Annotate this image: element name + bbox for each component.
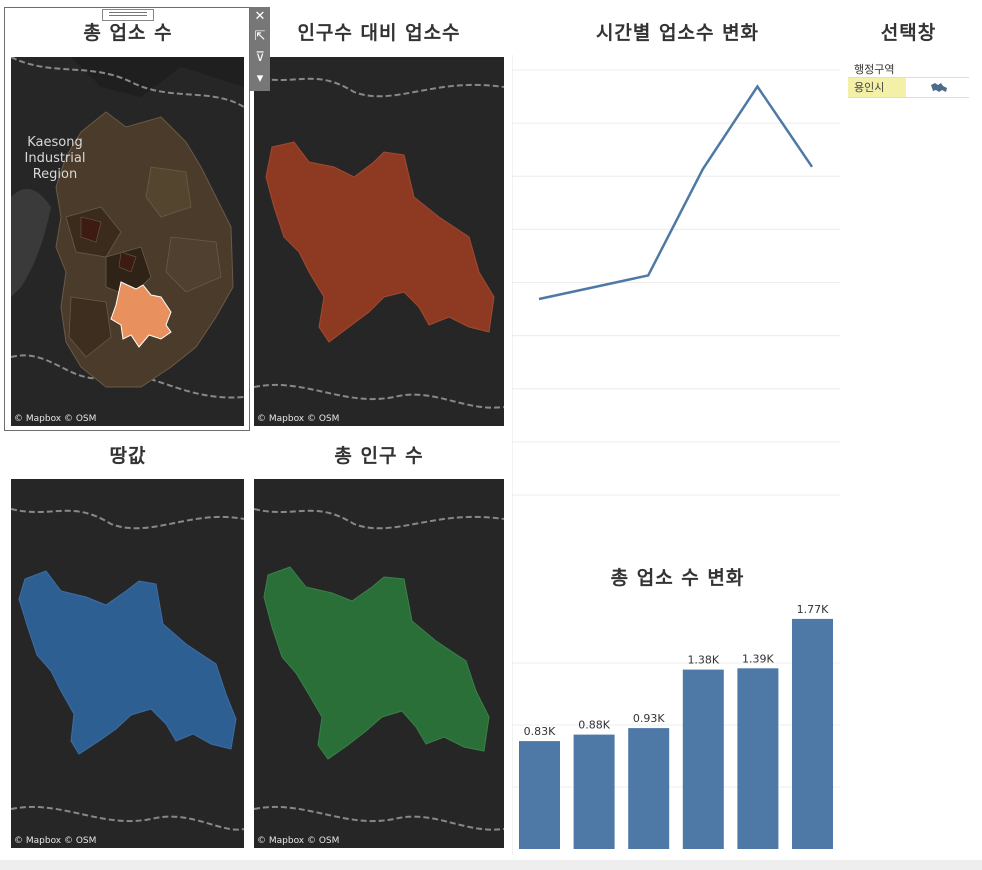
- map-attribution: © Mapbox © OSM: [14, 414, 97, 424]
- sheet-toolbar: ✕ ⇱ ⊽ ▾: [250, 7, 270, 91]
- divider: [512, 55, 513, 855]
- close-icon[interactable]: ✕: [254, 9, 266, 24]
- bar: [682, 669, 724, 849]
- map-attribution: © Mapbox © OSM: [257, 414, 340, 424]
- map-total-businesses-graphic: [11, 57, 244, 399]
- bar-chart[interactable]: 0.83K 0.88K 0.93K 1.38K 1.39K 1.77K: [512, 595, 842, 855]
- popout-icon[interactable]: ⇱: [254, 29, 266, 44]
- more-options-icon[interactable]: ▾: [256, 71, 264, 86]
- bar-data-label: 0.88K: [578, 719, 610, 732]
- map-attribution: © Mapbox © OSM: [14, 836, 97, 846]
- map-region-label: Kaesong Industrial Region: [24, 135, 86, 182]
- bar: [792, 618, 833, 849]
- series-line: [538, 84, 814, 301]
- legend-item[interactable]: 용인시: [848, 77, 969, 98]
- drag-handle[interactable]: [102, 9, 154, 21]
- map-land-price[interactable]: © Mapbox © OSM: [11, 479, 244, 848]
- map-per-capita-graphic: [254, 76, 504, 409]
- bar-data-label: 1.39K: [742, 652, 774, 665]
- map-total-businesses[interactable]: Kaesong Industrial Region © Mapbox © OSM: [11, 57, 244, 426]
- title-per-capita: 인구수 대비 업소수: [297, 22, 461, 44]
- filter-icon[interactable]: ⊽: [255, 50, 265, 65]
- map-attribution: © Mapbox © OSM: [257, 836, 340, 846]
- legend-header: 행정구역: [854, 63, 895, 76]
- bar-data-label: 1.77K: [797, 603, 829, 616]
- bar: [737, 668, 779, 849]
- legend-item-label: 용인시: [848, 78, 906, 97]
- map-land-price-graphic: [11, 508, 244, 831]
- bar-data-label: 1.38K: [687, 654, 719, 667]
- region-shape-icon: [931, 83, 947, 92]
- map-per-capita[interactable]: © Mapbox © OSM: [254, 57, 504, 426]
- status-bar: [0, 860, 982, 870]
- bar-data-label: 0.93K: [633, 712, 665, 725]
- bar-data-label: 0.83K: [524, 725, 556, 738]
- title-land-price: 땅값: [109, 445, 147, 467]
- bar: [628, 728, 670, 849]
- title-selector: 선택창: [880, 22, 937, 44]
- bar: [573, 734, 615, 849]
- title-businesses-over-time: 시간별 업소수 변화: [595, 22, 760, 44]
- line-chart[interactable]: [512, 55, 842, 500]
- map-total-population[interactable]: © Mapbox © OSM: [254, 479, 504, 848]
- map-total-population-graphic: [254, 508, 504, 831]
- title-total-population: 총 인구 수: [334, 445, 424, 467]
- bar: [519, 741, 560, 849]
- title-total-businesses: 총 업소 수: [83, 22, 173, 44]
- title-business-change: 총 업소 수 변화: [610, 567, 745, 589]
